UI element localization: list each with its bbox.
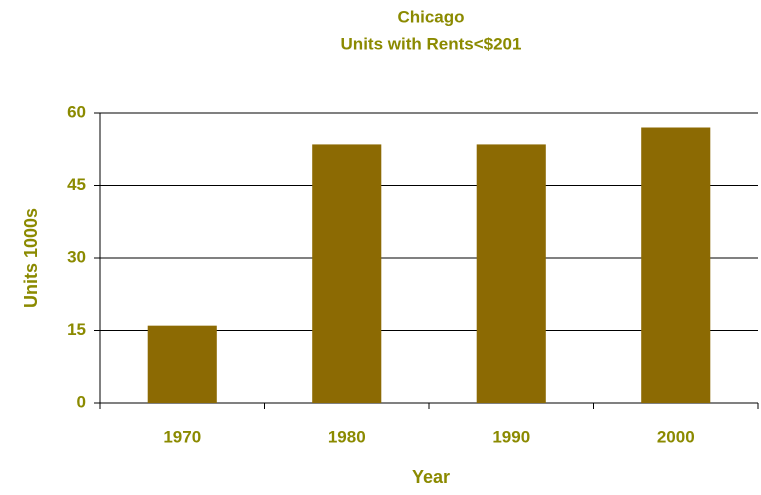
x-tick-label: 2000 <box>657 427 695 446</box>
chart-subtitle: Units with Rents<$201 <box>341 34 522 53</box>
bar <box>641 127 711 403</box>
bar <box>476 144 546 403</box>
x-tick-label: 1990 <box>492 427 530 446</box>
y-tick-label: 15 <box>67 320 86 339</box>
x-tick-label: 1980 <box>328 427 366 446</box>
y-tick-label: 30 <box>67 247 86 266</box>
y-tick-label: 0 <box>77 392 86 411</box>
x-tick-label: 1970 <box>163 427 201 446</box>
bar <box>147 325 217 403</box>
y-tick-label: 60 <box>67 102 86 121</box>
chart-title: Chicago <box>397 7 464 26</box>
y-axis-label: Units 1000s <box>21 208 41 308</box>
bar <box>312 144 382 403</box>
y-tick-label: 45 <box>67 175 86 194</box>
x-axis-label: Year <box>412 467 450 487</box>
